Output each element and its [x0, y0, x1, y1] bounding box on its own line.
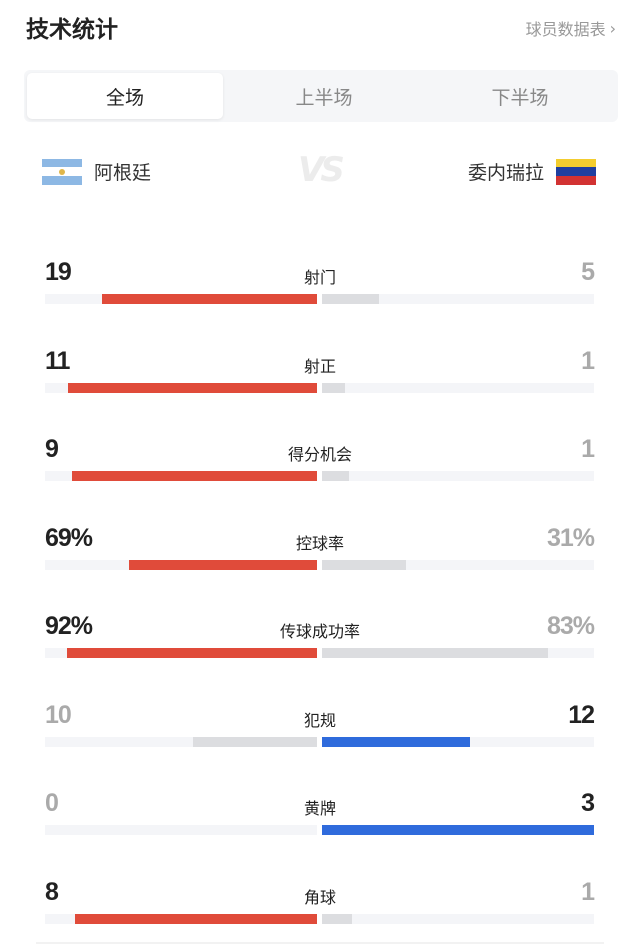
argentina-flag-icon — [42, 158, 82, 185]
stat-label: 犯规 — [303, 710, 336, 730]
stat-label: 射正 — [303, 356, 336, 376]
stat-row: 19 射门 5 — [0, 258, 640, 318]
divider — [36, 942, 604, 944]
away-bar-track — [322, 825, 594, 835]
home-value: 10 — [45, 700, 72, 729]
away-value: 83% — [546, 612, 595, 640]
home-value: 19 — [45, 258, 72, 286]
tab-full-match[interactable]: 全场 — [27, 73, 223, 119]
home-bar-fill — [72, 471, 317, 481]
away-value: 1 — [581, 435, 595, 463]
away-bar-fill — [322, 648, 548, 658]
away-bar-fill — [322, 294, 380, 304]
away-bar-track — [322, 471, 594, 481]
away-bar-fill — [322, 471, 350, 481]
stat-label: 传球成功率 — [279, 622, 360, 641]
away-value: 1 — [581, 877, 595, 906]
home-bar-track — [45, 382, 317, 393]
home-value: 11 — [45, 346, 70, 375]
stat-row: 10 犯规 12 — [0, 701, 640, 761]
home-bar-fill — [129, 559, 317, 570]
away-bar-track — [322, 294, 594, 304]
away-team: 委内瑞拉 — [468, 158, 596, 185]
home-bar-fill — [75, 913, 317, 924]
away-bar-track — [322, 559, 594, 570]
home-bar-track — [45, 559, 317, 570]
home-value: 92% — [45, 612, 93, 640]
home-bar-track — [45, 736, 317, 747]
home-value: 69% — [45, 523, 93, 552]
player-stats-link[interactable]: 球员数据表 › — [526, 16, 616, 40]
away-bar-fill — [322, 382, 345, 393]
home-bar-track — [45, 913, 317, 924]
away-value: 12 — [568, 700, 595, 729]
vs-logo: VS — [298, 150, 345, 190]
home-bar-track — [45, 471, 317, 481]
away-bar-track — [322, 648, 594, 658]
away-bar-fill — [322, 913, 353, 924]
player-stats-link-label: 球员数据表 — [525, 20, 606, 39]
tab-first-half[interactable]: 上半场 — [295, 86, 353, 109]
away-bar-fill — [322, 559, 407, 570]
chevron-right-icon: › — [609, 18, 616, 38]
away-bar-fill — [322, 736, 471, 747]
home-bar-fill — [102, 294, 317, 304]
away-value: 3 — [581, 789, 595, 817]
stat-label: 得分机会 — [287, 445, 352, 464]
home-value: 0 — [45, 789, 59, 817]
away-bar-track — [322, 382, 594, 393]
away-team-name: 委内瑞拉 — [467, 162, 544, 184]
stat-row: 69% 控球率 31% — [0, 524, 640, 584]
home-value: 8 — [45, 877, 59, 906]
away-value: 31% — [546, 523, 595, 552]
home-bar-fill — [66, 648, 317, 658]
home-bar-fill — [193, 736, 317, 747]
home-bar-track — [45, 825, 317, 835]
stat-row: 11 射正 1 — [0, 347, 640, 407]
away-bar-fill — [322, 825, 594, 835]
period-tabs: 全场 上半场 下半场 — [24, 70, 618, 122]
stat-label: 黄牌 — [303, 799, 336, 818]
home-bar-track — [45, 294, 317, 304]
stat-row: 92% 传球成功率 83% — [0, 612, 640, 672]
venezuela-flag-icon — [556, 158, 596, 185]
home-team: 阿根廷 — [42, 158, 151, 185]
away-bar-track — [322, 736, 594, 747]
page-title: 技术统计 — [26, 17, 118, 43]
stat-label: 射门 — [303, 268, 336, 287]
away-bar-track — [322, 913, 594, 924]
home-value: 9 — [45, 435, 59, 463]
home-bar-fill — [67, 382, 317, 393]
stat-row: 9 得分机会 1 — [0, 435, 640, 495]
tab-second-half[interactable]: 下半场 — [491, 86, 549, 109]
away-value: 5 — [581, 258, 595, 286]
stat-label: 角球 — [303, 887, 336, 907]
stat-row: 8 角球 1 — [0, 878, 640, 938]
home-bar-track — [45, 648, 317, 658]
stat-label: 控球率 — [295, 533, 344, 553]
stat-row: 0 黄牌 3 — [0, 789, 640, 849]
home-team-name: 阿根廷 — [94, 162, 152, 184]
away-value: 1 — [581, 346, 595, 375]
